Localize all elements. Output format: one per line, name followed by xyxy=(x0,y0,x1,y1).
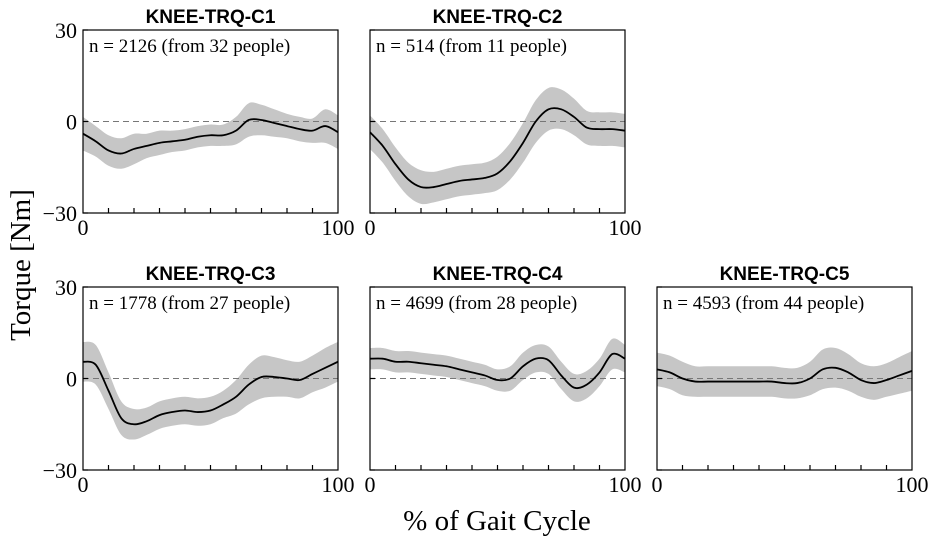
x-tick-label: 100 xyxy=(322,215,355,240)
subplot-grid: KNEE-TRQ-C1n = 2126 (from 32 people)300−… xyxy=(43,7,929,497)
mean-torque-line xyxy=(370,107,625,189)
mean-torque-line xyxy=(83,118,338,155)
mean-torque-line xyxy=(370,352,625,390)
x-tick-label: 0 xyxy=(78,472,89,497)
mean-torque-line xyxy=(83,360,338,426)
x-tick-label: 100 xyxy=(609,472,642,497)
x-tick-label: 0 xyxy=(652,472,663,497)
subplot-4: KNEE-TRQ-C4 n = 4699 (from 28 people) 0 100 xyxy=(365,264,642,497)
x-tick-label: 100 xyxy=(609,215,642,240)
subplot-1: KNEE-TRQ-C1n = 2126 (from 32 people)300−… xyxy=(43,7,355,240)
subplot-title: KNEE-TRQ-C3 xyxy=(146,264,276,285)
subplot-5: KNEE-TRQ-C5 n = 4593 (from 44 people) 0 100 xyxy=(652,264,929,497)
y-axis-label: Torque [Nm] xyxy=(5,189,37,341)
y-tick-label: −30 xyxy=(43,201,77,226)
y-tick-label: 30 xyxy=(55,275,77,300)
subplot-3: KNEE-TRQ-C3n = 1778 (from 27 people)300−… xyxy=(43,264,355,497)
y-tick-label: −30 xyxy=(43,458,77,483)
y-tick-label: 30 xyxy=(55,18,77,43)
sd-band xyxy=(83,341,338,440)
sample-size-label: n = 4699 (from 28 people) xyxy=(376,293,577,314)
subplot-title: KNEE-TRQ-C5 xyxy=(720,264,850,285)
sd-band xyxy=(370,338,625,402)
mean-torque-line xyxy=(657,366,912,385)
sd-band xyxy=(657,347,912,400)
subplot-2: KNEE-TRQ-C2 n = 514 (from 11 people) 0 100 xyxy=(365,7,642,240)
subplot-title: KNEE-TRQ-C2 xyxy=(433,7,563,28)
x-tick-label: 100 xyxy=(896,472,929,497)
x-tick-label: 0 xyxy=(365,215,376,240)
sample-size-label: n = 514 (from 11 people) xyxy=(376,36,567,57)
y-tick-label: 0 xyxy=(66,110,77,135)
x-axis-label: % of Gait Cycle xyxy=(403,505,591,537)
sample-size-label: n = 2126 (from 32 people) xyxy=(89,36,290,57)
x-tick-label: 0 xyxy=(365,472,376,497)
x-tick-label: 0 xyxy=(78,215,89,240)
sd-band xyxy=(370,87,625,205)
sample-size-label: n = 1778 (from 27 people) xyxy=(89,293,290,314)
sample-size-label: n = 4593 (from 44 people) xyxy=(663,293,864,314)
y-tick-label: 0 xyxy=(66,367,77,392)
x-tick-label: 100 xyxy=(322,472,355,497)
subplot-title: KNEE-TRQ-C4 xyxy=(433,264,563,285)
subplot-title: KNEE-TRQ-C1 xyxy=(146,7,276,28)
